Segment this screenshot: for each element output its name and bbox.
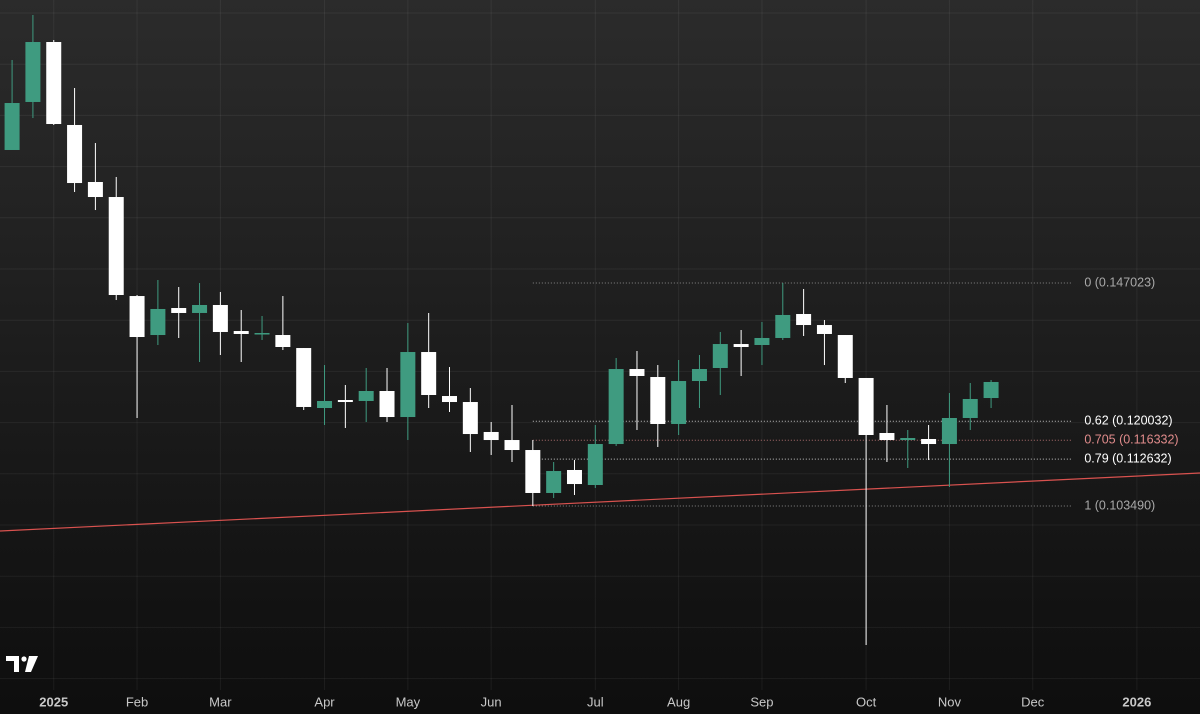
candle-body [837, 335, 853, 378]
x-tick-label: May [396, 694, 421, 709]
plot-area: 0 (0.147023) 0.62 (0.120032) 0.705 (0.1163… [0, 15, 1200, 646]
candle-body [608, 369, 624, 445]
x-tick-label: 2026 [1122, 694, 1151, 709]
x-tick-label: Jun [481, 694, 502, 709]
fib-level-label: 0.62 (0.120032) [1084, 414, 1172, 428]
candle-body [67, 124, 83, 184]
candle-body [108, 197, 124, 296]
x-tick-label: Mar [209, 694, 232, 709]
candle-body [566, 469, 582, 485]
candle-body [587, 444, 603, 485]
fib-level-label: 1 (0.103490) [1084, 498, 1155, 512]
fib-level-label: 0.705 (0.116332) [1084, 433, 1178, 447]
candle-body [754, 337, 770, 345]
candle-body [150, 308, 166, 336]
candle-body [254, 333, 270, 335]
candle-body [233, 331, 249, 334]
candle-body [442, 396, 458, 403]
candle-body [504, 440, 520, 451]
x-tick-label: Dec [1021, 694, 1045, 709]
candle-body [775, 314, 791, 338]
candle-body [358, 391, 374, 401]
candle-body [275, 335, 291, 347]
candle-body [129, 296, 145, 338]
candle-body [691, 369, 707, 382]
candle-body [421, 352, 437, 395]
candle-body [671, 381, 687, 424]
candle-body [25, 42, 41, 102]
candle-body [87, 182, 103, 198]
candle-body [983, 381, 999, 399]
candle-body [400, 352, 416, 418]
x-tick-label: Oct [856, 694, 877, 709]
candle-body [337, 400, 353, 403]
candle-body [379, 391, 395, 418]
candle-body [816, 325, 832, 334]
candle-body [171, 308, 187, 313]
candle-body [879, 433, 895, 441]
candle-body [900, 438, 916, 441]
candle-body [212, 304, 228, 332]
x-tick-label: Nov [938, 694, 962, 709]
candle-body [296, 348, 312, 407]
candle-body [962, 398, 978, 418]
candle-body [733, 344, 749, 347]
x-tick-label: Sep [750, 694, 773, 709]
candle-body [525, 450, 541, 493]
candle-body [858, 377, 874, 436]
candle-body [712, 344, 728, 368]
candle-body [46, 42, 62, 125]
candle-body [629, 369, 645, 376]
candle-body [192, 304, 208, 313]
logo-part [21, 656, 27, 662]
x-tick-label: Feb [126, 694, 148, 709]
candle-body [941, 417, 957, 445]
x-tick-label: Aug [667, 694, 690, 709]
candle-body [796, 314, 812, 326]
candle-body [921, 438, 937, 445]
logo-part [6, 656, 19, 672]
fib-level-label: 0.79 (0.112632) [1084, 451, 1171, 465]
grid [0, 0, 1200, 690]
logo [6, 656, 38, 672]
x-tick-label: Apr [314, 694, 335, 709]
candle-body [4, 103, 20, 150]
fib-level-label: 0 (0.147023) [1084, 275, 1155, 289]
candle-body [317, 400, 333, 409]
candle-body [462, 402, 478, 435]
candle-body [546, 471, 562, 493]
candle-body [650, 377, 666, 424]
x-tick-label: Jul [587, 694, 604, 709]
candle-body [483, 431, 499, 441]
logo-part [25, 656, 38, 672]
x-tick-label: 2025 [39, 694, 68, 709]
trendline [0, 472, 1200, 532]
